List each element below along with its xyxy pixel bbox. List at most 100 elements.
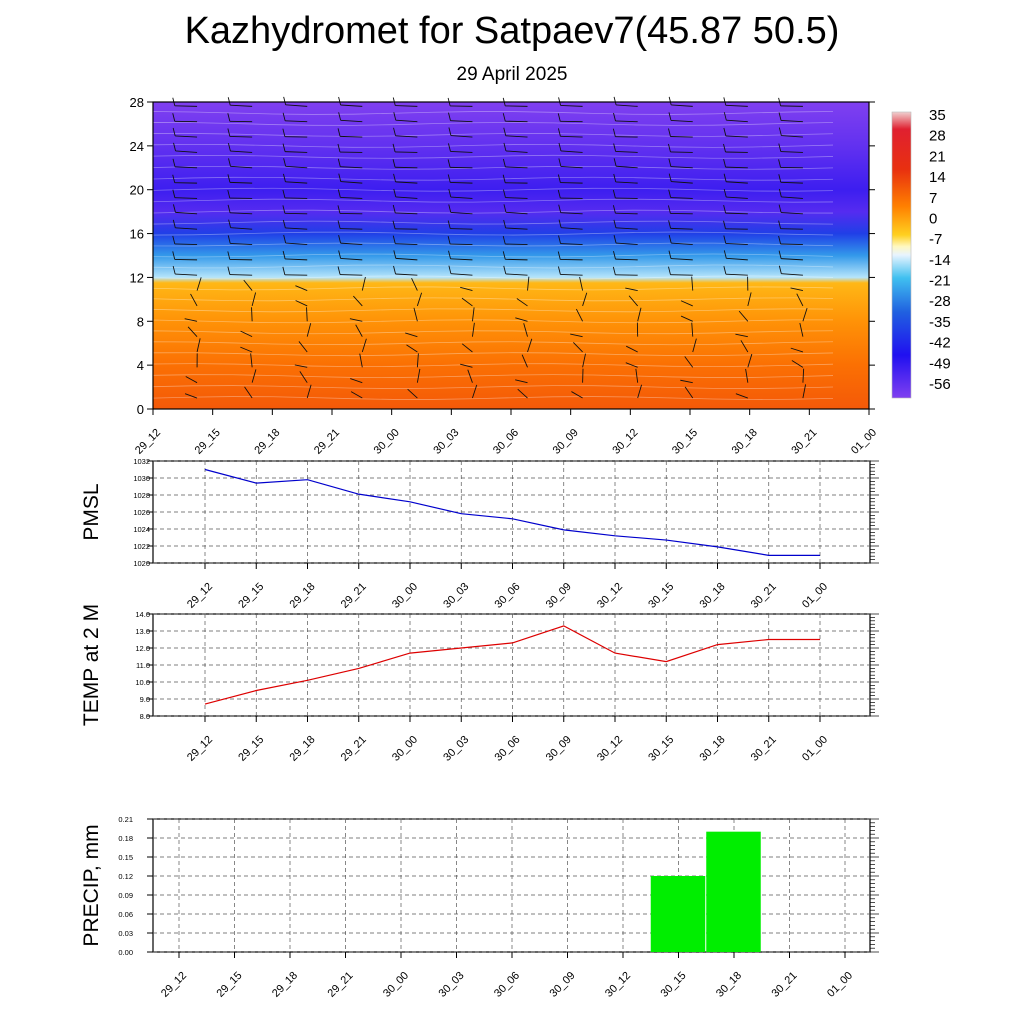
wind-barb-flag xyxy=(613,251,616,260)
colorbar-label: -28 xyxy=(929,293,951,310)
wind-barb xyxy=(174,105,198,107)
contour-line xyxy=(152,308,834,313)
wind-barb xyxy=(285,120,308,123)
pmsl-panel: 1020 1022 1024 1026 1028 1030 1032 29_12 29_15 29… xyxy=(80,457,879,611)
wind-barb-flag xyxy=(337,266,341,275)
wind-barb xyxy=(174,197,198,199)
wind-barb-flag xyxy=(448,250,451,259)
heatmap-ytick-label: 8 xyxy=(137,314,144,329)
wind-barb xyxy=(582,353,586,368)
temp-xtick-label: 30_21 xyxy=(749,734,779,764)
wind-barb-flag xyxy=(228,219,232,228)
wind-barb-flag xyxy=(172,235,176,245)
wind-barb-flag xyxy=(502,158,506,168)
wind-barb-flag xyxy=(557,128,561,137)
wind-barb-flag xyxy=(227,266,231,275)
wind-barb-flag xyxy=(502,235,506,245)
wind-barb xyxy=(561,227,583,230)
wind-barb xyxy=(174,243,198,245)
contour-line xyxy=(152,363,834,368)
temp-ytick-label: 13.0 xyxy=(135,627,150,636)
wind-barb xyxy=(284,197,308,199)
wind-barb xyxy=(505,150,528,153)
wind-barb xyxy=(349,318,363,322)
wind-barb xyxy=(184,318,198,322)
wind-barb xyxy=(361,338,367,353)
wind-barb-flag xyxy=(778,220,782,229)
wind-barb-flag xyxy=(723,127,727,137)
wind-barb-flag xyxy=(668,189,672,198)
wind-barb xyxy=(725,104,748,107)
wind-barb xyxy=(670,227,693,230)
pmsl-ylabel: PMSL xyxy=(80,483,103,540)
wind-barb-flag xyxy=(282,250,286,260)
contour-line xyxy=(152,253,834,258)
wind-barb-flag xyxy=(778,265,782,274)
wind-barb xyxy=(450,228,473,230)
wind-barb xyxy=(340,242,363,245)
wind-barb xyxy=(616,165,638,169)
wind-barb xyxy=(740,340,749,353)
wind-barb-flag xyxy=(172,219,176,228)
wind-barb xyxy=(790,347,804,353)
cross-section-panel: 0 4 8 12 16 20 24 28 29_12 29_15 29_18 29_21 30_00 30… xyxy=(130,95,880,457)
wind-barb xyxy=(725,273,748,276)
heatmap-xtick-label: 29_15 xyxy=(193,427,223,457)
temp-xtick-label: 30_12 xyxy=(595,734,625,764)
wind-barb xyxy=(582,292,588,307)
wind-barb xyxy=(628,295,639,307)
wind-barb-flag xyxy=(502,251,506,260)
heatmap-xtick-label: 30_06 xyxy=(491,427,521,457)
wind-barb-flag xyxy=(612,189,616,199)
wind-barb-flag xyxy=(778,250,782,259)
wind-barb-flag xyxy=(557,174,561,183)
wind-barb-flag xyxy=(283,96,287,105)
pmsl-xtick-label: 30_12 xyxy=(595,581,625,611)
wind-barb-flag xyxy=(227,142,231,152)
wind-barb xyxy=(692,338,697,353)
wind-barb xyxy=(521,354,528,368)
wind-barb xyxy=(294,364,308,368)
colorbar-label: -56 xyxy=(929,376,951,393)
wind-barb-flag xyxy=(668,112,672,121)
wind-barb xyxy=(635,368,639,383)
contour-line xyxy=(152,341,834,346)
wind-barb xyxy=(196,338,201,353)
wind-barb xyxy=(684,386,694,399)
wind-barb xyxy=(175,227,198,230)
wind-barb-flag xyxy=(172,265,176,275)
wind-barb-flag xyxy=(778,204,782,213)
colorbar-label: 14 xyxy=(929,169,946,186)
wind-barb xyxy=(799,322,804,337)
wind-barb xyxy=(560,104,583,107)
wind-barb xyxy=(355,324,363,337)
heatmap-ytick-label: 20 xyxy=(130,183,144,198)
wind-barb xyxy=(725,212,748,215)
wind-barb xyxy=(505,135,528,138)
wind-barb xyxy=(306,307,308,322)
temp-ytick-label: 11.0 xyxy=(136,661,150,670)
wind-barb-flag xyxy=(282,205,286,214)
temp-xtick-label: 30_00 xyxy=(390,734,420,764)
wind-barb-flag xyxy=(392,159,396,168)
wind-barb xyxy=(450,181,473,184)
wind-barb-flag xyxy=(172,113,176,122)
wind-barb xyxy=(615,212,638,215)
wind-barb-flag xyxy=(172,189,176,198)
wind-barb-flag xyxy=(558,204,562,213)
wind-barb xyxy=(725,243,748,245)
wind-barb-flag xyxy=(613,112,616,122)
wind-barb-flag xyxy=(282,219,286,229)
precip-bar xyxy=(706,831,761,952)
wind-barb-flag xyxy=(613,173,617,183)
heatmap-xtick-label: 30_09 xyxy=(551,427,581,457)
precip-xtick-label: 29_15 xyxy=(215,970,245,1000)
wind-barb-flag xyxy=(558,142,562,152)
wind-barb-flag xyxy=(723,143,726,153)
wind-barb xyxy=(298,341,308,353)
wind-barb xyxy=(560,165,583,169)
wind-barb-flag xyxy=(558,158,562,167)
pmsl-ytick-label: 1032 xyxy=(133,457,150,466)
wind-barb-flag xyxy=(723,205,727,214)
wind-barb xyxy=(523,323,528,337)
